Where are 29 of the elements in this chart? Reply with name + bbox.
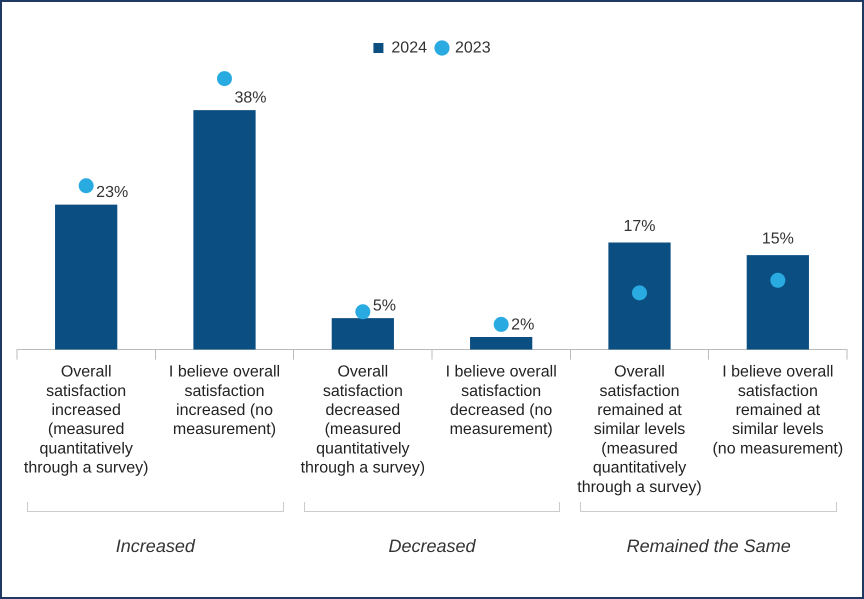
- x-tick-label: I believe overall satisfaction increased (no measurement): [168, 364, 280, 438]
- data-label: 17%: [623, 218, 656, 235]
- text: Remained the Same: [626, 536, 792, 557]
- point: [78, 178, 94, 194]
- x-tick-label: Overall satisfaction remained at similar levels (measured quantitatively through a survey): [577, 364, 702, 496]
- text: Increased: [114, 536, 196, 557]
- bar: [332, 318, 394, 350]
- bar: [746, 255, 809, 350]
- x-tick-label: Overall satisfaction decreased (measured quantitatively through a survey): [300, 364, 426, 477]
- bar: [193, 110, 256, 350]
- data-label: 2%: [511, 316, 534, 334]
- data-label: 38%: [234, 90, 267, 107]
- x-tick-label: Overall satisfaction increased (measured quantitatively through a survey): [24, 364, 148, 477]
- point: [217, 71, 232, 86]
- data-label: 5%: [372, 297, 396, 314]
- legend-label: 2024: [391, 39, 428, 56]
- bar: [608, 242, 671, 350]
- text: Decreased: [387, 536, 477, 557]
- point: [632, 285, 647, 300]
- legend-label: 2023: [455, 39, 491, 56]
- point: [355, 304, 370, 320]
- x-tick-label: I believe overall satisfaction remained at similar levels (no measurement): [712, 364, 844, 458]
- bar: [55, 204, 118, 350]
- bar: [470, 336, 532, 350]
- data-label: 23%: [96, 184, 128, 202]
- point: [770, 272, 786, 288]
- point: [494, 316, 509, 332]
- data-label: 15%: [762, 230, 794, 248]
- x-tick-label: I believe overall satisfaction decreased (no measurement): [446, 364, 557, 438]
